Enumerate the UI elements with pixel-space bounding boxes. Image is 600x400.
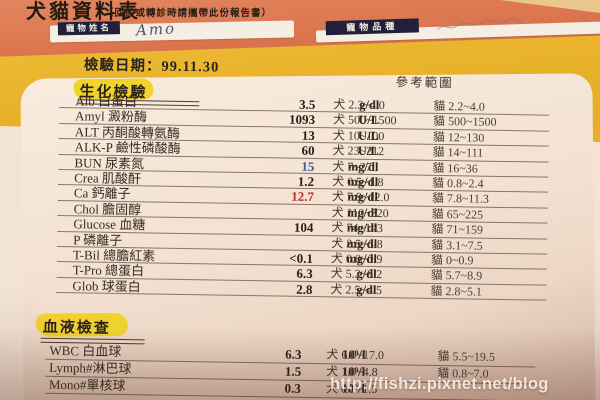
test-label: BUN 尿素氮 xyxy=(74,154,145,171)
dog-reference-range: 犬 500~1500 xyxy=(332,112,397,128)
test-label: P 磷離子 xyxy=(73,231,123,248)
test-label: Glob 球蛋白 xyxy=(72,277,141,294)
cat-reference-range: 貓 16~36 xyxy=(432,160,478,176)
test-label: Mono#單核球 xyxy=(48,376,126,394)
reference-range-header: 參考範圍 xyxy=(395,75,454,91)
cat-reference-range: 貓 5.7~8.9 xyxy=(430,268,483,283)
test-label: Chol 膽固醇 xyxy=(73,200,142,218)
dog-reference-range: 犬 7~27 xyxy=(332,158,372,174)
dog-reference-range: 犬 6.0~17.0 xyxy=(326,347,385,363)
test-label: ALK-P 鹼性磷酸酶 xyxy=(74,139,181,157)
test-label: Amyl 澱粉酶 xyxy=(75,108,148,125)
test-label: Crea 肌酸酐 xyxy=(74,170,142,187)
dog-reference-range: 犬 5.2~8.2 xyxy=(330,266,383,282)
dog-reference-range: 犬 0.5~1.8 xyxy=(332,174,384,190)
cat-reference-range: 貓 500~1500 xyxy=(432,114,497,130)
cat-reference-range: 貓 0~0.9 xyxy=(430,252,474,268)
cat-reference-range: 貓 2.8~5.1 xyxy=(430,283,483,299)
test-label: Alb 白蛋白 xyxy=(75,93,138,110)
test-label: Ca 鈣離子 xyxy=(73,185,131,202)
test-label: Glucose 血糖 xyxy=(73,216,146,233)
cat-reference-range: 貓 5.5~19.5 xyxy=(437,348,496,364)
section-title: 血液檢查 xyxy=(42,319,111,337)
cat-reference-range: 貓 14~111 xyxy=(432,145,484,160)
dog-reference-range: 犬 110~320 xyxy=(331,205,389,220)
pet-name-label: 寵物姓名 xyxy=(57,21,121,36)
dog-reference-range: 犬 2.5~6.8 xyxy=(331,235,383,251)
cat-reference-range: 貓 3.1~7.5 xyxy=(431,237,483,253)
pet-breed-field: 寵物品種 xyxy=(315,17,600,43)
test-label: T-Pro 總蛋白 xyxy=(72,262,145,279)
form-title: 犬貓資料表 xyxy=(26,1,141,23)
cat-reference-range: 貓 0.8~2.4 xyxy=(432,175,484,191)
test-label: Lymph#淋巴球 xyxy=(49,359,132,377)
pet-name-handwriting: Amo xyxy=(135,19,177,40)
pet-breed-label: 寵物品種 xyxy=(325,18,419,36)
exam-date: 檢驗日期：99.11.30 xyxy=(83,57,220,76)
dog-reference-range: 犬 0.0~0.9 xyxy=(330,251,383,266)
cat-reference-range: 貓 12~130 xyxy=(432,129,485,145)
test-label: WBC 白血球 xyxy=(49,342,122,359)
cat-reference-range: 貓 71~159 xyxy=(431,221,483,237)
cat-reference-range: 貓 7.8~11.3 xyxy=(431,191,490,207)
test-label: ALT 丙酮酸轉氨酶 xyxy=(74,124,181,141)
cat-reference-range: 貓 2.2~4.0 xyxy=(433,98,485,114)
dog-reference-range: 犬 23~212 xyxy=(332,143,385,159)
form-title-note: （回診或轉診時請攜帶此份報告書） xyxy=(104,9,273,19)
breed-handwriting-squiggle xyxy=(434,16,525,42)
dog-reference-range: 犬 74~143 xyxy=(331,220,384,236)
dog-reference-range: 犬 2.5~4.5 xyxy=(330,281,383,297)
dog-reference-range: 犬 7.9~12.0 xyxy=(331,189,390,205)
dog-reference-range: 犬 2.3~4.0 xyxy=(333,97,385,113)
cat-reference-range: 貓 65~225 xyxy=(431,206,484,222)
test-label: T-Bil 總膽紅素 xyxy=(72,247,156,264)
dog-reference-range: 犬 10~100 xyxy=(332,128,385,143)
rows: Alb 白蛋白 3.5 g/dl 犬 2.3~4.0 貓 2.2~4.0 Amyl 澱粉酶… xyxy=(54,93,557,301)
watermark-url: http://fishzi.pixnet.net/blog xyxy=(330,375,549,393)
